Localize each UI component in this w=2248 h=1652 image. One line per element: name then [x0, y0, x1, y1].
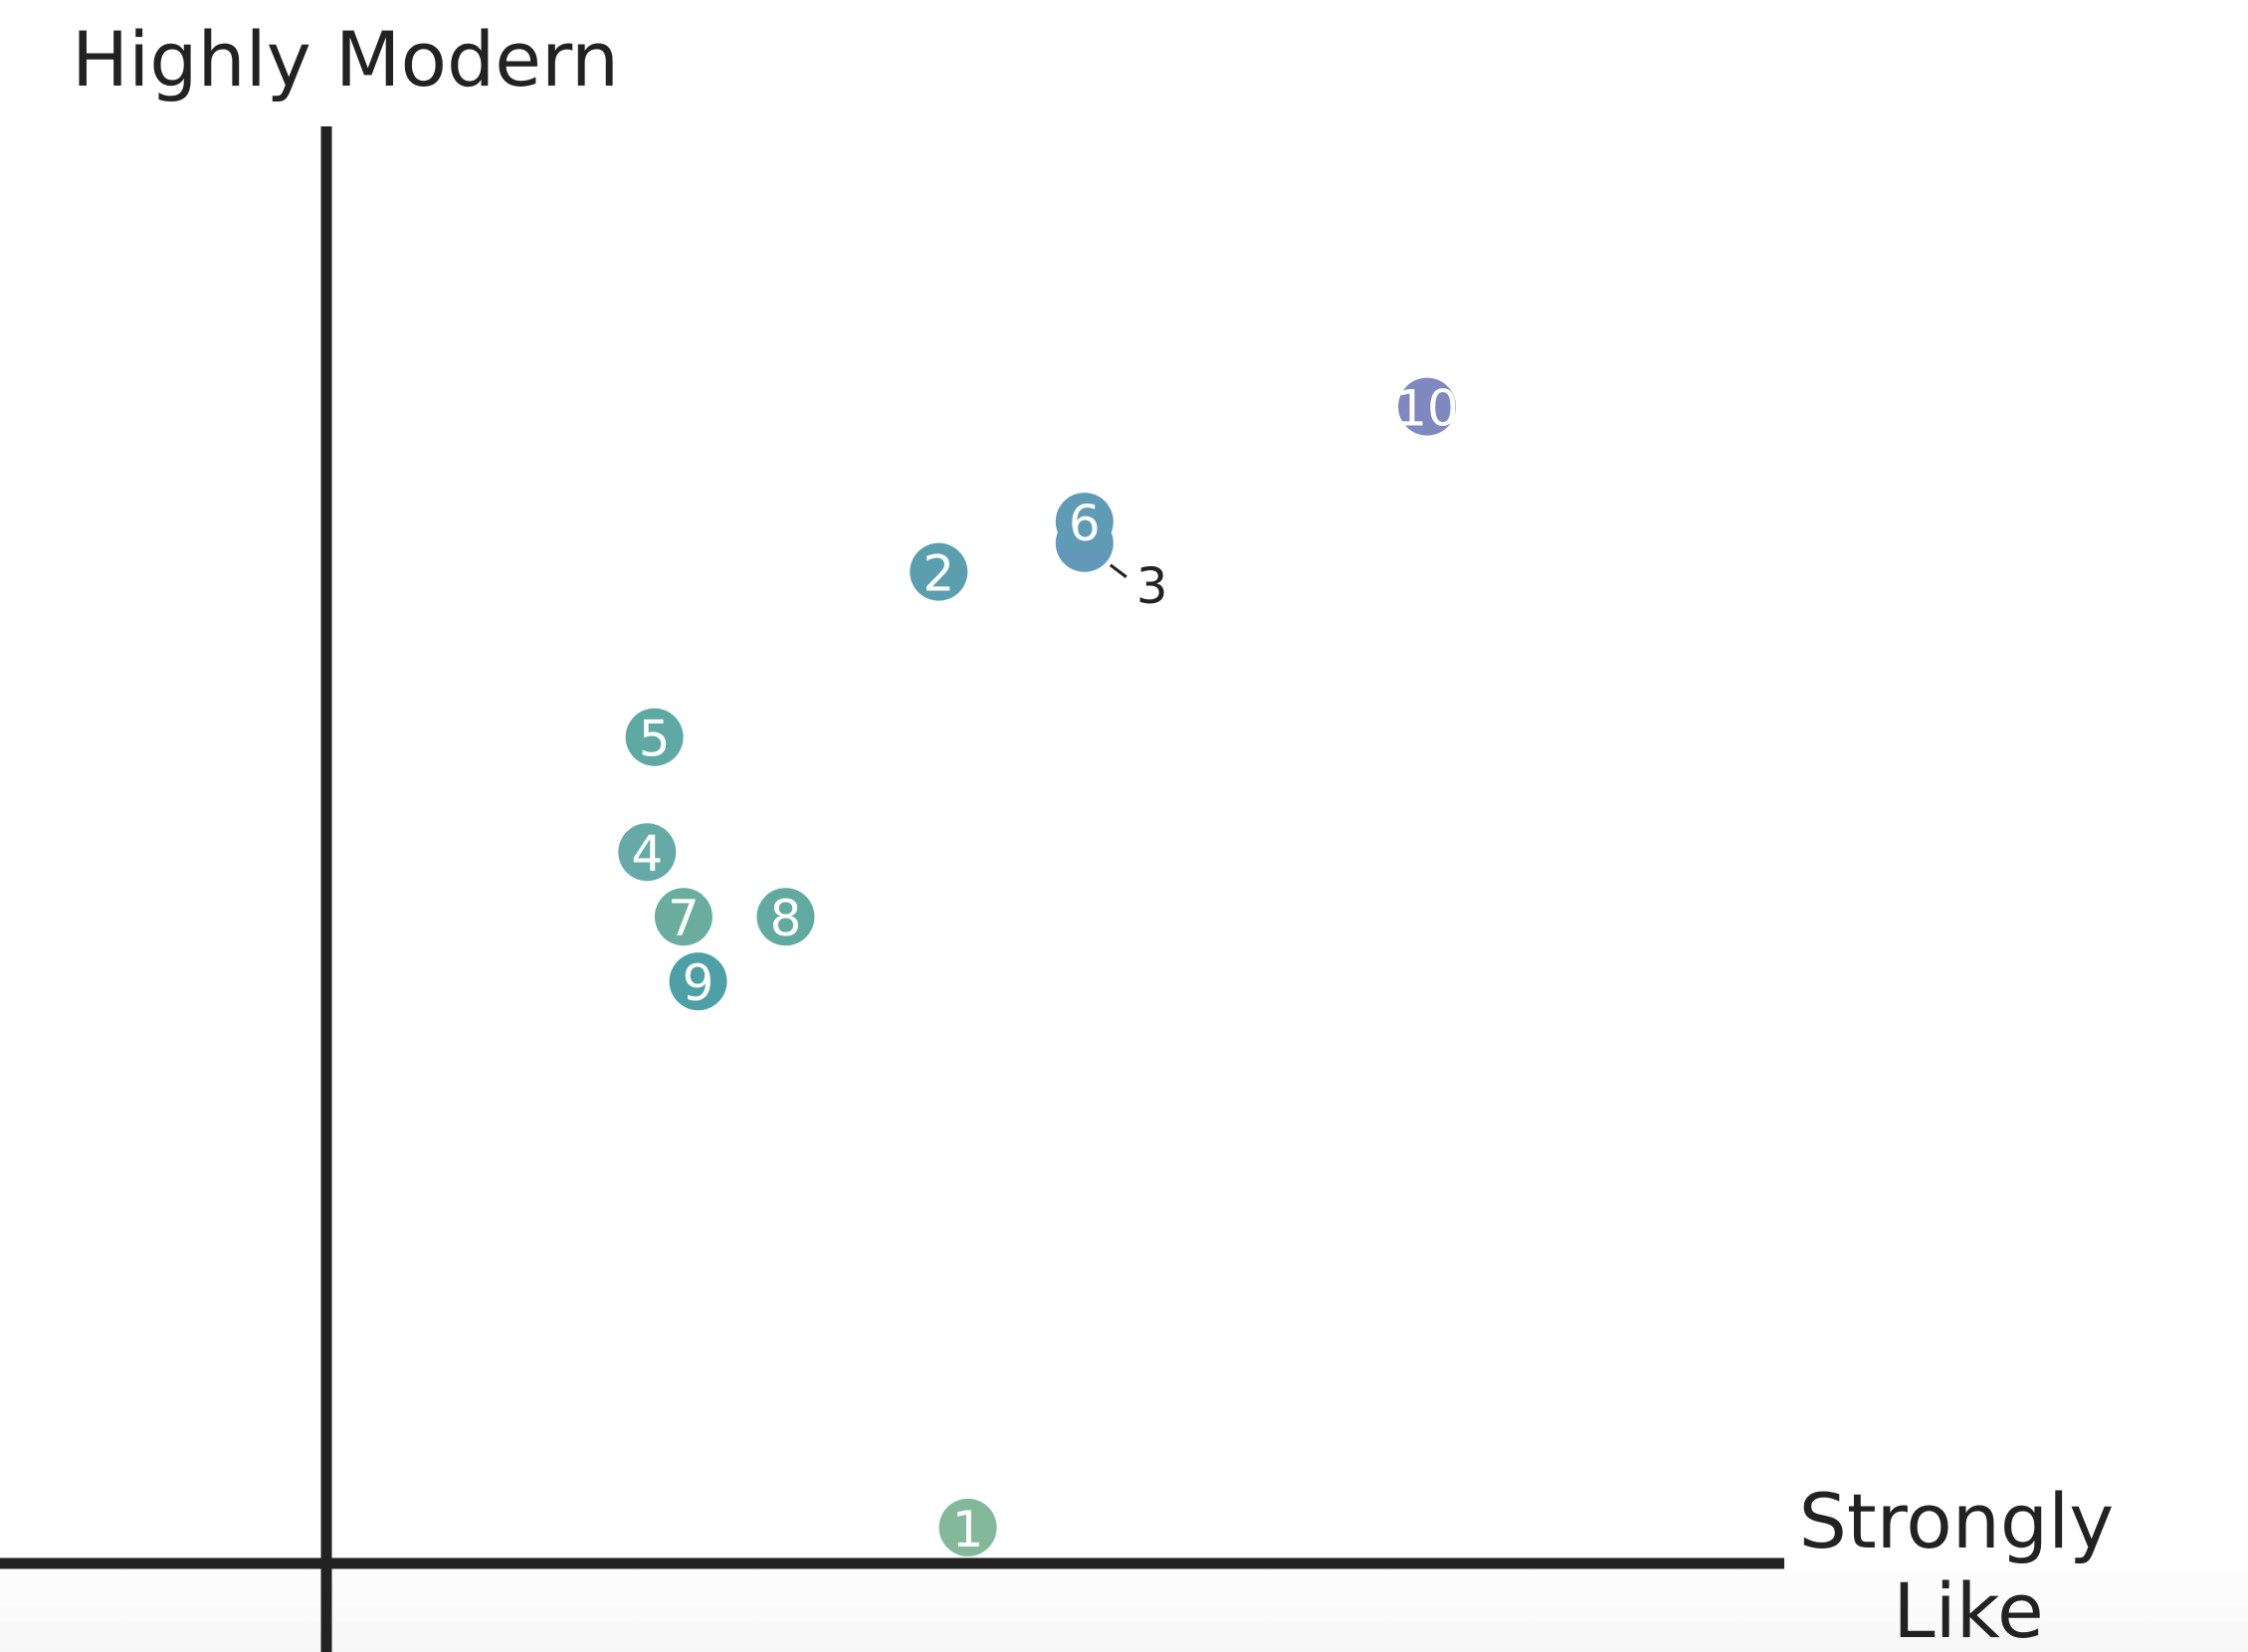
- data-point-8: 8: [756, 888, 815, 947]
- data-point-label-7: 7: [668, 890, 700, 947]
- data-point-marker-8: [756, 888, 815, 946]
- data-point-label-1: 1: [952, 1501, 984, 1558]
- data-point-5: 5: [625, 708, 684, 768]
- points-layer: 3 1 2 4 5 6 7 89 10: [618, 377, 1459, 1558]
- data-point-callout-line-3: [1109, 563, 1127, 578]
- data-point-6: 6: [1055, 493, 1114, 552]
- x-axis-title: Strongly Like: [1799, 1477, 2139, 1652]
- data-point-marker-5: [625, 708, 684, 766]
- bottom-fade: [0, 1552, 2248, 1652]
- data-point-label-9: 9: [683, 954, 715, 1012]
- data-point-label-4: 4: [631, 825, 663, 883]
- data-point-marker-1: [938, 1498, 997, 1556]
- data-point-marker-9: [669, 952, 727, 1011]
- data-point-label-8: 8: [770, 890, 802, 947]
- data-point-label-10: 10: [1395, 380, 1459, 438]
- data-point-marker-4: [618, 823, 677, 882]
- x-axis-title-line-1: Strongly: [1799, 1477, 2115, 1565]
- data-point-marker-10: [1398, 377, 1457, 436]
- data-point-4: 4: [618, 823, 677, 883]
- data-point-label-5: 5: [639, 711, 671, 768]
- data-point-2: 2: [910, 542, 968, 603]
- data-point-10: 10: [1395, 377, 1459, 438]
- y-axis-title: Highly Modern: [72, 15, 619, 103]
- data-point-marker-7: [654, 888, 713, 946]
- x-axis-title-line-2: Like: [1893, 1566, 2044, 1652]
- data-point-marker-2: [910, 542, 968, 601]
- data-point-label-6: 6: [1069, 495, 1101, 552]
- data-point-1: 1: [938, 1498, 997, 1558]
- data-point-9: 9: [669, 952, 727, 1012]
- data-point-label-2: 2: [922, 545, 954, 603]
- data-point-marker-6: [1055, 493, 1114, 551]
- data-point-7: 7: [654, 888, 713, 947]
- data-point-label-3: 3: [1136, 557, 1168, 615]
